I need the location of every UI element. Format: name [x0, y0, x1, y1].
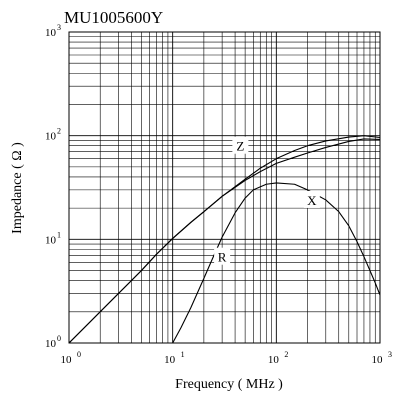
series-label-r: R	[214, 247, 231, 265]
svg-text:3: 3	[57, 23, 61, 32]
y-tick-label: 10 3	[45, 23, 61, 39]
svg-text:0: 0	[57, 334, 61, 343]
x-axis-label: Frequency ( MHz )	[175, 377, 283, 392]
series-line-x	[68, 138, 381, 344]
y-tick-label: 10 2	[45, 127, 61, 143]
svg-text:3: 3	[388, 350, 392, 359]
svg-text:0: 0	[77, 350, 81, 359]
x-tick-label: 10 2	[268, 350, 289, 366]
tick-labels: 10 0 10 1 10 2 10 310 010 110 210 3	[45, 23, 392, 366]
svg-text:10: 10	[372, 354, 384, 366]
x-tick-label: 10 1	[164, 350, 185, 366]
svg-text:1: 1	[181, 350, 185, 359]
plot-frame	[68, 31, 381, 344]
svg-text:10: 10	[45, 131, 57, 143]
svg-text:10: 10	[61, 354, 73, 366]
svg-text:X: X	[307, 193, 317, 208]
svg-text:10: 10	[45, 27, 57, 39]
series-lines	[68, 135, 381, 344]
svg-text:10: 10	[45, 338, 57, 350]
svg-text:10: 10	[268, 354, 280, 366]
x-tick-label: 10 0	[61, 350, 82, 366]
series-label-x: X	[303, 190, 320, 208]
y-tick-label: 10 1	[45, 230, 61, 246]
svg-text:2: 2	[57, 127, 61, 136]
y-tick-label: 10 0	[45, 334, 61, 350]
svg-text:1: 1	[57, 230, 61, 239]
series-label-z: Z	[232, 136, 249, 154]
svg-text:2: 2	[284, 350, 288, 359]
svg-text:10: 10	[164, 354, 176, 366]
x-tick-label: 10 3	[372, 350, 393, 366]
series-line-r	[172, 182, 381, 344]
svg-text:10: 10	[45, 234, 57, 246]
series-labels: Z X R	[214, 136, 320, 265]
chart-title: MU1005600Y	[64, 8, 163, 27]
svg-text:R: R	[218, 250, 227, 265]
y-axis-label: Impedance ( Ω )	[10, 142, 25, 234]
svg-text:Z: Z	[236, 139, 244, 154]
